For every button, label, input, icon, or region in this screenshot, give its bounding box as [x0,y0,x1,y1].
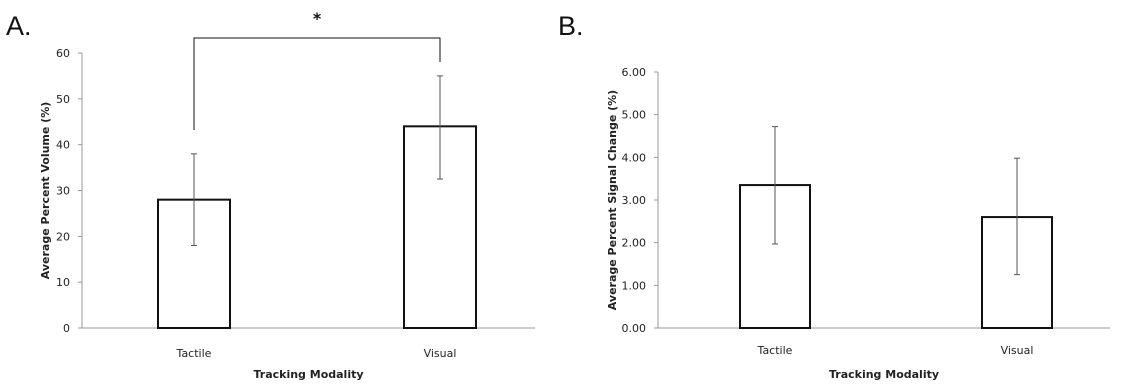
chart-b-y-tick-label: 1.00 [622,279,647,292]
panel-a: A. 0 10 20 30 40 50 60 Tactile Visual Tracking Mo… [6,9,535,381]
chart-a-y-tick-label: 0 [63,322,70,335]
chart-a-y-tick-label: 60 [56,47,70,60]
chart-a-x-tick-label-tactile: Tactile [176,347,212,360]
chart-b-y-axis-title: Average Percent Signal Change (%) [606,90,619,310]
chart-b-x-axis-title: Tracking Modality [829,368,939,381]
chart-b-y-tick-label: 6.00 [622,66,647,79]
chart-a-y-axis-title: Average Percent Volume (%) [39,102,52,280]
chart-b-x-tick-label-tactile: Tactile [757,344,793,357]
chart-b-y-tick-label: 0.00 [622,322,647,335]
chart-a-significance-marker: * [313,9,322,28]
chart-b-y-tick-label: 2.00 [622,237,647,250]
chart-b-y-tick-label: 5.00 [622,109,647,122]
chart-a-y-tick-label: 20 [56,230,70,243]
chart-b-y-tick-label: 4.00 [622,151,647,164]
chart-a-x-axis-title: Tracking Modality [253,368,363,381]
chart-a-y-tick-label: 30 [56,185,70,198]
chart-b-x-tick-label-visual: Visual [1001,344,1034,357]
panel-b: B. 0.00 1.00 2.00 3.00 4.00 5.00 6.00 Tactile Vi… [558,11,1110,381]
chart-b-y-tick-label: 3.00 [622,194,647,207]
panel-a-letter: A. [6,11,32,41]
chart-a-plot: 0 10 20 30 40 50 60 Tactile Visual Tracking Modal… [39,9,535,381]
chart-a-x-tick-label-visual: Visual [424,347,457,360]
chart-a-y-tick-label: 50 [56,93,70,106]
panel-b-letter: B. [558,11,584,41]
chart-b-plot: 0.00 1.00 2.00 3.00 4.00 5.00 6.00 Tactile Visua… [606,66,1110,381]
chart-a-y-tick-label: 10 [56,276,70,289]
chart-a-significance-bracket [193,37,441,130]
chart-a-y-tick-label: 40 [56,139,70,152]
